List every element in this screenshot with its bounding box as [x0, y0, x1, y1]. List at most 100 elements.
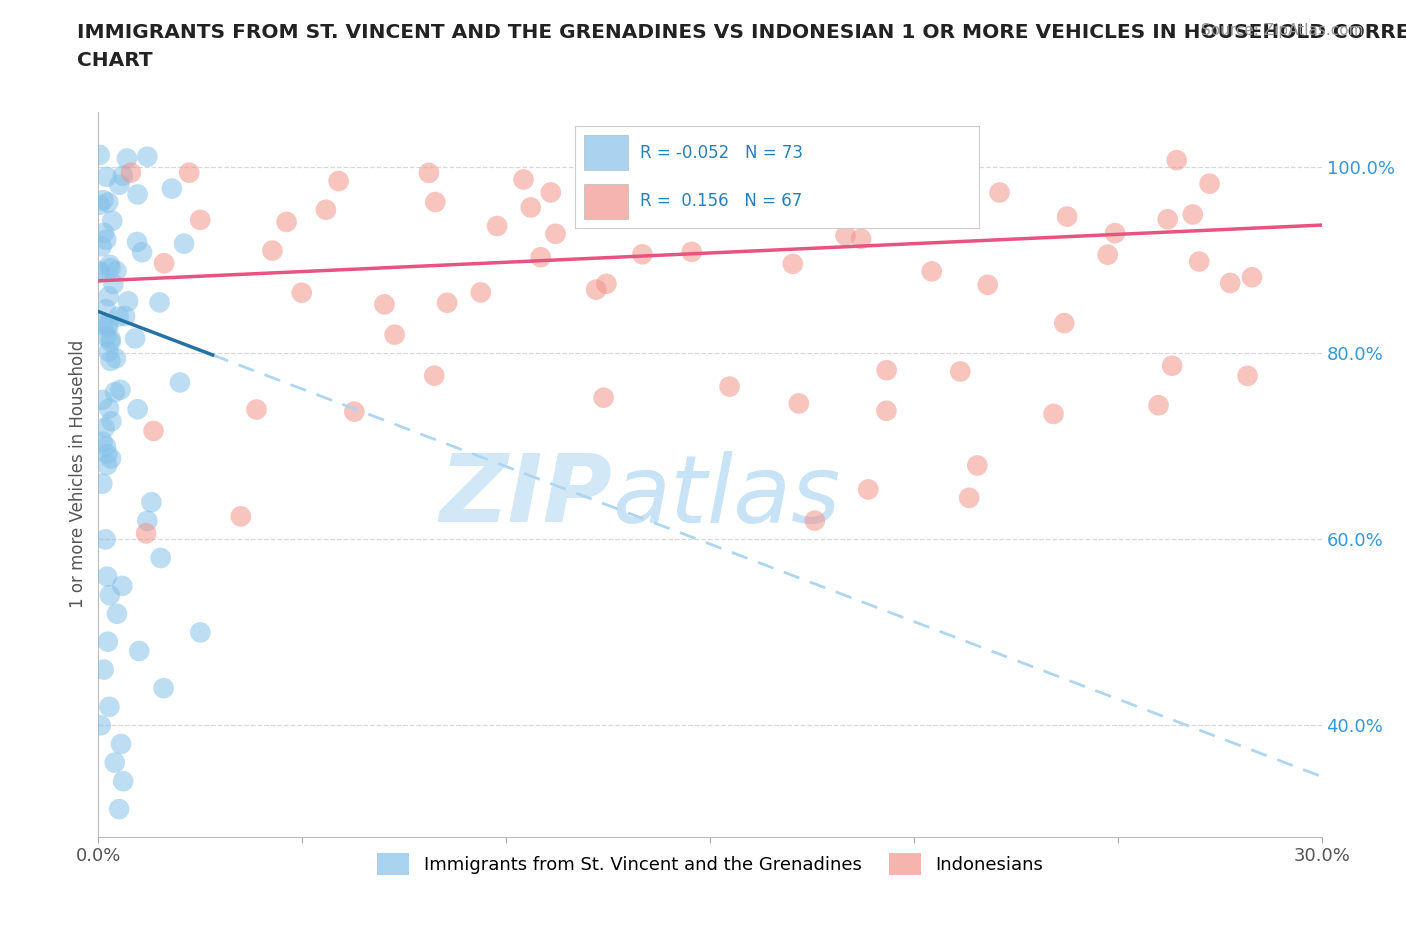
- Point: [94, 329, 117, 344]
- Point: [384, 327, 406, 342]
- Point: [1240, 270, 1263, 285]
- Point: [96, 569, 118, 584]
- Point: [1156, 212, 1178, 227]
- Legend: Immigrants from St. Vincent and the Grenadines, Indonesians: Immigrants from St. Vincent and the Gren…: [370, 846, 1050, 883]
- Point: [875, 404, 897, 418]
- Point: [110, 737, 132, 751]
- Point: [100, 414, 122, 429]
- Point: [921, 264, 943, 279]
- Point: [423, 368, 446, 383]
- Point: [229, 509, 252, 524]
- Point: [104, 385, 127, 400]
- Point: [858, 482, 880, 497]
- Point: [127, 402, 149, 417]
- Point: [91, 392, 114, 407]
- Point: [786, 206, 808, 221]
- Point: [470, 285, 492, 299]
- Point: [96, 317, 118, 332]
- Point: [103, 276, 125, 291]
- Point: [136, 513, 159, 528]
- Point: [631, 246, 654, 261]
- Point: [245, 402, 267, 417]
- Point: [97, 289, 120, 304]
- Point: [977, 277, 1000, 292]
- Point: [1097, 247, 1119, 262]
- Point: [96, 458, 118, 472]
- Point: [988, 185, 1011, 200]
- Point: [149, 295, 172, 310]
- Point: [1161, 358, 1184, 373]
- Point: [141, 495, 163, 510]
- Point: [903, 180, 925, 195]
- Text: Source: ZipAtlas.com: Source: ZipAtlas.com: [1201, 23, 1364, 38]
- Point: [1236, 368, 1258, 383]
- Point: [89, 197, 111, 212]
- Point: [89, 265, 111, 280]
- Point: [1056, 209, 1078, 224]
- Point: [104, 755, 127, 770]
- Point: [104, 351, 127, 365]
- Point: [100, 335, 122, 350]
- Point: [486, 219, 509, 233]
- Text: IMMIGRANTS FROM ST. VINCENT AND THE GRENADINES VS INDONESIAN 1 OR MORE VEHICLES : IMMIGRANTS FROM ST. VINCENT AND THE GREN…: [77, 23, 1406, 42]
- Point: [90, 718, 112, 733]
- Point: [1181, 207, 1204, 222]
- Point: [262, 243, 284, 258]
- Point: [128, 644, 150, 658]
- Point: [876, 363, 898, 378]
- Y-axis label: 1 or more Vehicles in Household: 1 or more Vehicles in Household: [69, 340, 87, 608]
- Point: [160, 181, 183, 196]
- Point: [94, 439, 117, 454]
- Point: [585, 282, 607, 297]
- Point: [718, 379, 741, 394]
- Point: [100, 332, 122, 347]
- Point: [188, 212, 211, 227]
- Point: [89, 148, 111, 163]
- Point: [315, 203, 337, 218]
- Point: [834, 228, 856, 243]
- Text: ZIP: ZIP: [439, 450, 612, 542]
- Point: [1198, 176, 1220, 191]
- Point: [1166, 153, 1188, 167]
- Point: [117, 294, 139, 309]
- Point: [1219, 275, 1241, 290]
- Point: [127, 187, 149, 202]
- Point: [1188, 254, 1211, 269]
- Point: [179, 166, 201, 180]
- Point: [98, 588, 121, 603]
- Point: [1042, 406, 1064, 421]
- Point: [782, 257, 804, 272]
- Point: [96, 446, 118, 461]
- Point: [101, 213, 124, 228]
- Point: [98, 699, 121, 714]
- Point: [96, 169, 118, 184]
- Point: [681, 245, 703, 259]
- Point: [97, 319, 120, 334]
- Point: [957, 490, 980, 505]
- Text: atlas: atlas: [612, 450, 841, 541]
- Point: [131, 245, 153, 259]
- Point: [540, 185, 562, 200]
- Point: [91, 434, 114, 449]
- Point: [124, 331, 146, 346]
- Point: [152, 681, 174, 696]
- Point: [105, 263, 128, 278]
- Point: [112, 774, 135, 789]
- Point: [797, 166, 820, 180]
- Point: [519, 200, 541, 215]
- Point: [89, 263, 111, 278]
- Point: [592, 391, 614, 405]
- Point: [135, 526, 157, 541]
- Point: [96, 232, 118, 247]
- Point: [100, 451, 122, 466]
- Point: [97, 344, 120, 359]
- Point: [136, 149, 159, 164]
- Point: [120, 166, 142, 180]
- Point: [1104, 226, 1126, 241]
- Point: [105, 606, 128, 621]
- Point: [436, 296, 458, 311]
- Point: [173, 236, 195, 251]
- Point: [110, 382, 132, 397]
- Point: [100, 260, 122, 275]
- Point: [94, 532, 117, 547]
